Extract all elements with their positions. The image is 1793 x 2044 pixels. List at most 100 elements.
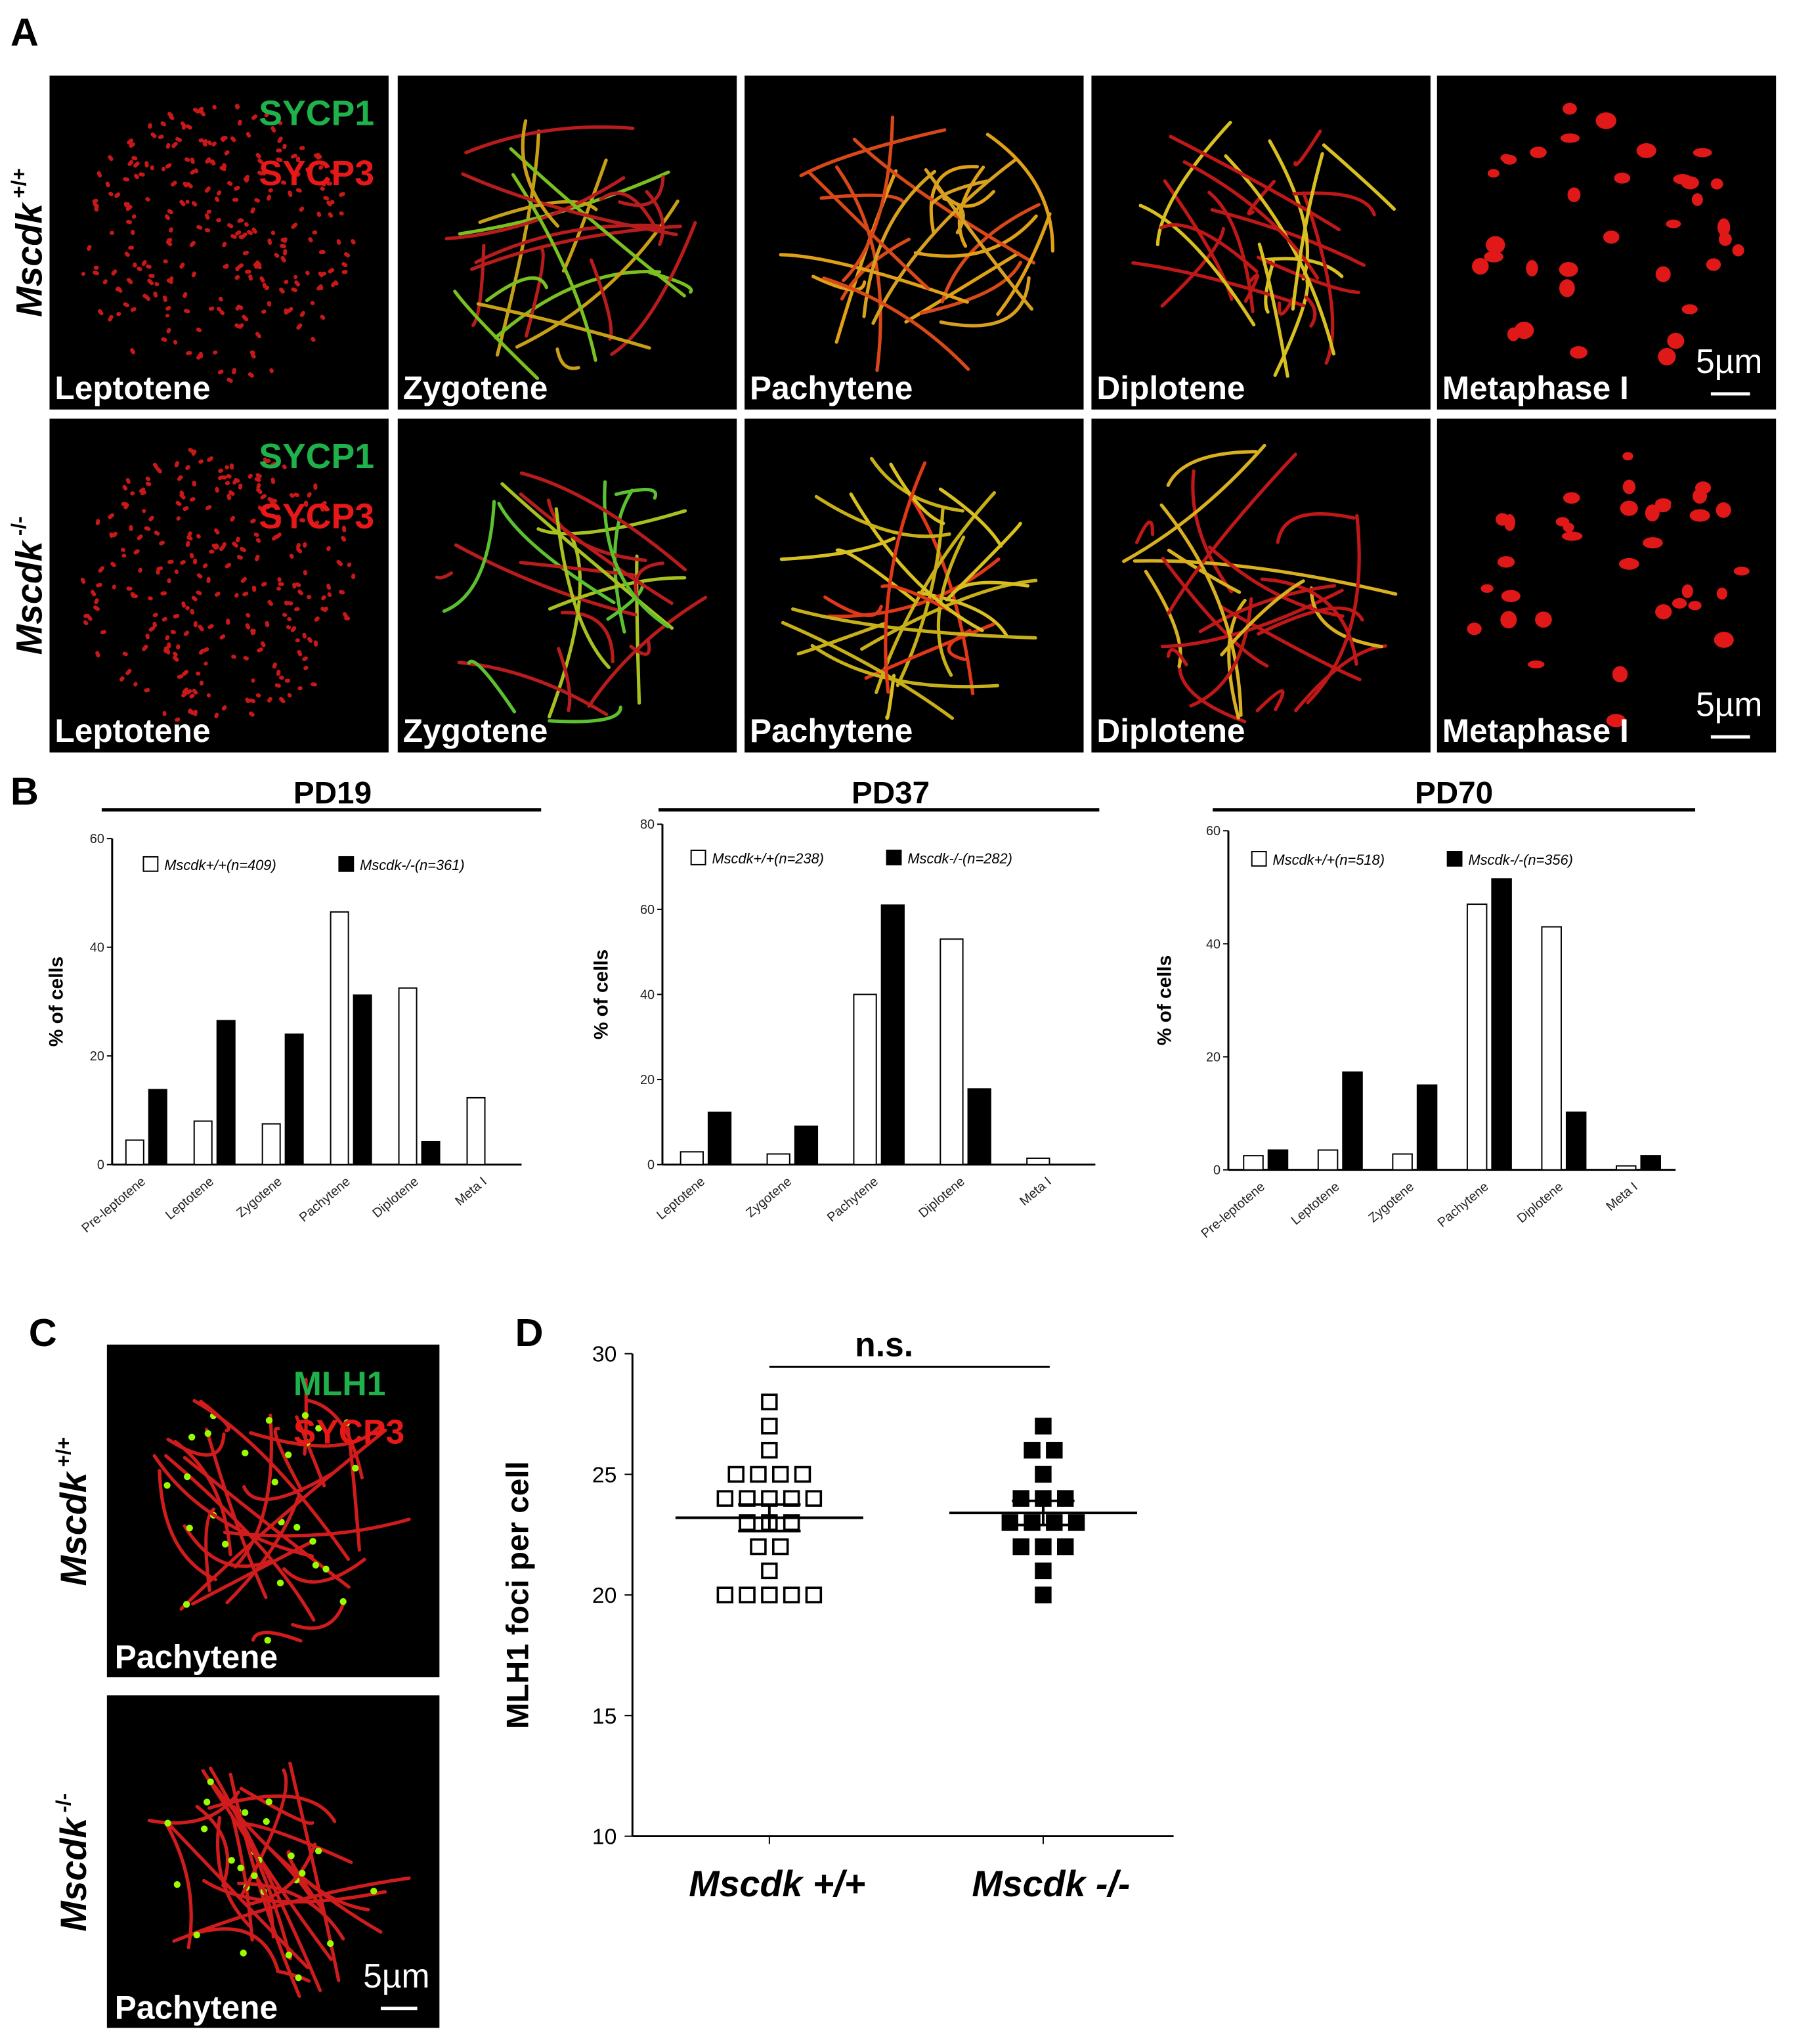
y-tick-label: 0 (97, 1158, 104, 1173)
row-label: Mscdk -/- (7, 516, 50, 655)
chromosome-axis (614, 487, 658, 500)
micrograph (106, 1344, 440, 1678)
y-tick-label: 25 (592, 1462, 617, 1487)
x-tick-label: Mscdk +/+ (689, 1863, 865, 1904)
chromosome-axis (251, 1630, 303, 1643)
chromosome-axis (286, 1850, 325, 1911)
chromosome-axis (1131, 261, 1306, 307)
image-frame (397, 418, 737, 753)
chromosome-axis (165, 1821, 310, 1969)
focus (301, 1412, 309, 1419)
chromosome-axis (985, 133, 1055, 253)
bivalent (1480, 584, 1494, 593)
legend-swatch (886, 850, 902, 865)
bivalent (1655, 604, 1672, 620)
stage-label: Zygotene (403, 370, 548, 406)
bivalent (1645, 504, 1660, 522)
chromosome-axis (497, 502, 616, 605)
chromosome-axis (202, 1879, 387, 1904)
micrographs: Leptotene Zygotene Pachytene Diplotene Metap… (7, 76, 1777, 2028)
focus (251, 1872, 258, 1879)
chromosome-axis (435, 571, 453, 580)
y-axis-label: % of cells (45, 957, 67, 1047)
chromosome-axis (645, 190, 665, 246)
micrograph (1091, 76, 1431, 410)
chromosome-axis (172, 1876, 411, 1943)
data-point (716, 1586, 734, 1603)
chromosome-axis (939, 276, 1031, 328)
stage-label: Pachytene (115, 1638, 278, 1675)
data-point (750, 1538, 767, 1555)
genotype: +/+ (7, 168, 31, 198)
focus (264, 1636, 271, 1644)
bar (766, 1153, 790, 1165)
bar (794, 1125, 819, 1165)
bivalent (1681, 176, 1699, 190)
chromosome-axis (1260, 577, 1358, 666)
data-point (761, 1418, 778, 1435)
bivalent (1612, 666, 1628, 683)
focus (188, 1433, 196, 1441)
chromosome-axis (158, 1469, 217, 1582)
focus (173, 1881, 181, 1888)
bivalent (1655, 266, 1671, 282)
chromosome-axis (303, 1378, 308, 1456)
chromosome-axis (781, 620, 955, 720)
bivalent (1658, 347, 1676, 366)
data-point (805, 1586, 823, 1603)
panel-label: C (29, 1311, 57, 1355)
bar (1565, 1111, 1587, 1171)
chromosome-axis (871, 157, 1019, 325)
bar (967, 1088, 991, 1165)
data-point (1056, 1490, 1074, 1507)
y-tick-label: 40 (90, 941, 104, 955)
genotype: -/- (7, 516, 31, 536)
scale-bar-label: 5µm (363, 1957, 429, 1995)
data-point (1035, 1418, 1052, 1435)
genotype: -/- (51, 1793, 75, 1813)
bar (330, 911, 349, 1165)
bivalent (1530, 146, 1547, 158)
stage-label: Leptotene (54, 712, 210, 749)
micrograph (397, 76, 737, 410)
focus (309, 1538, 316, 1545)
data-point (761, 1393, 778, 1410)
chromosome-axis (587, 596, 708, 708)
chromosome-axis (239, 1787, 314, 1825)
gene-name: Mscdk (9, 539, 50, 655)
chromosome-axis (919, 261, 1022, 315)
bivalent (1563, 492, 1580, 504)
focus (285, 1951, 292, 1959)
focus (184, 1473, 191, 1481)
chromosome-axis (547, 498, 647, 563)
legend-label: Mscdk+/+(n=238) (712, 850, 823, 867)
data-point (1046, 1441, 1063, 1459)
bar (1243, 1155, 1264, 1171)
chromosome-axis (236, 1881, 345, 1941)
bivalent (1695, 481, 1712, 494)
focus (322, 1565, 330, 1573)
bivalent (1666, 219, 1681, 228)
chromosome-axis (884, 461, 927, 694)
chromosome-axis (880, 584, 955, 615)
chromosome-axis (840, 237, 911, 301)
image-frame (745, 76, 1084, 410)
chromosome-axis (1210, 208, 1366, 267)
focus (265, 1416, 273, 1424)
focus (315, 1425, 322, 1432)
chromosome-axis (1166, 450, 1258, 487)
chromosome-axis (1294, 644, 1387, 712)
image-frame (49, 76, 389, 410)
data-point (1035, 1538, 1052, 1555)
chromosome-axis (276, 1969, 311, 1983)
marker-label: MLH1 (293, 1364, 386, 1403)
bar (1541, 926, 1562, 1171)
y-tick-label: 60 (640, 903, 655, 917)
legend-swatch (1446, 851, 1463, 867)
panel-label: D (515, 1311, 544, 1355)
bivalent (1618, 557, 1639, 570)
chart-title: PD19 (293, 776, 372, 811)
bar (193, 1120, 213, 1165)
focus (284, 1451, 292, 1458)
bivalent (1622, 452, 1633, 461)
